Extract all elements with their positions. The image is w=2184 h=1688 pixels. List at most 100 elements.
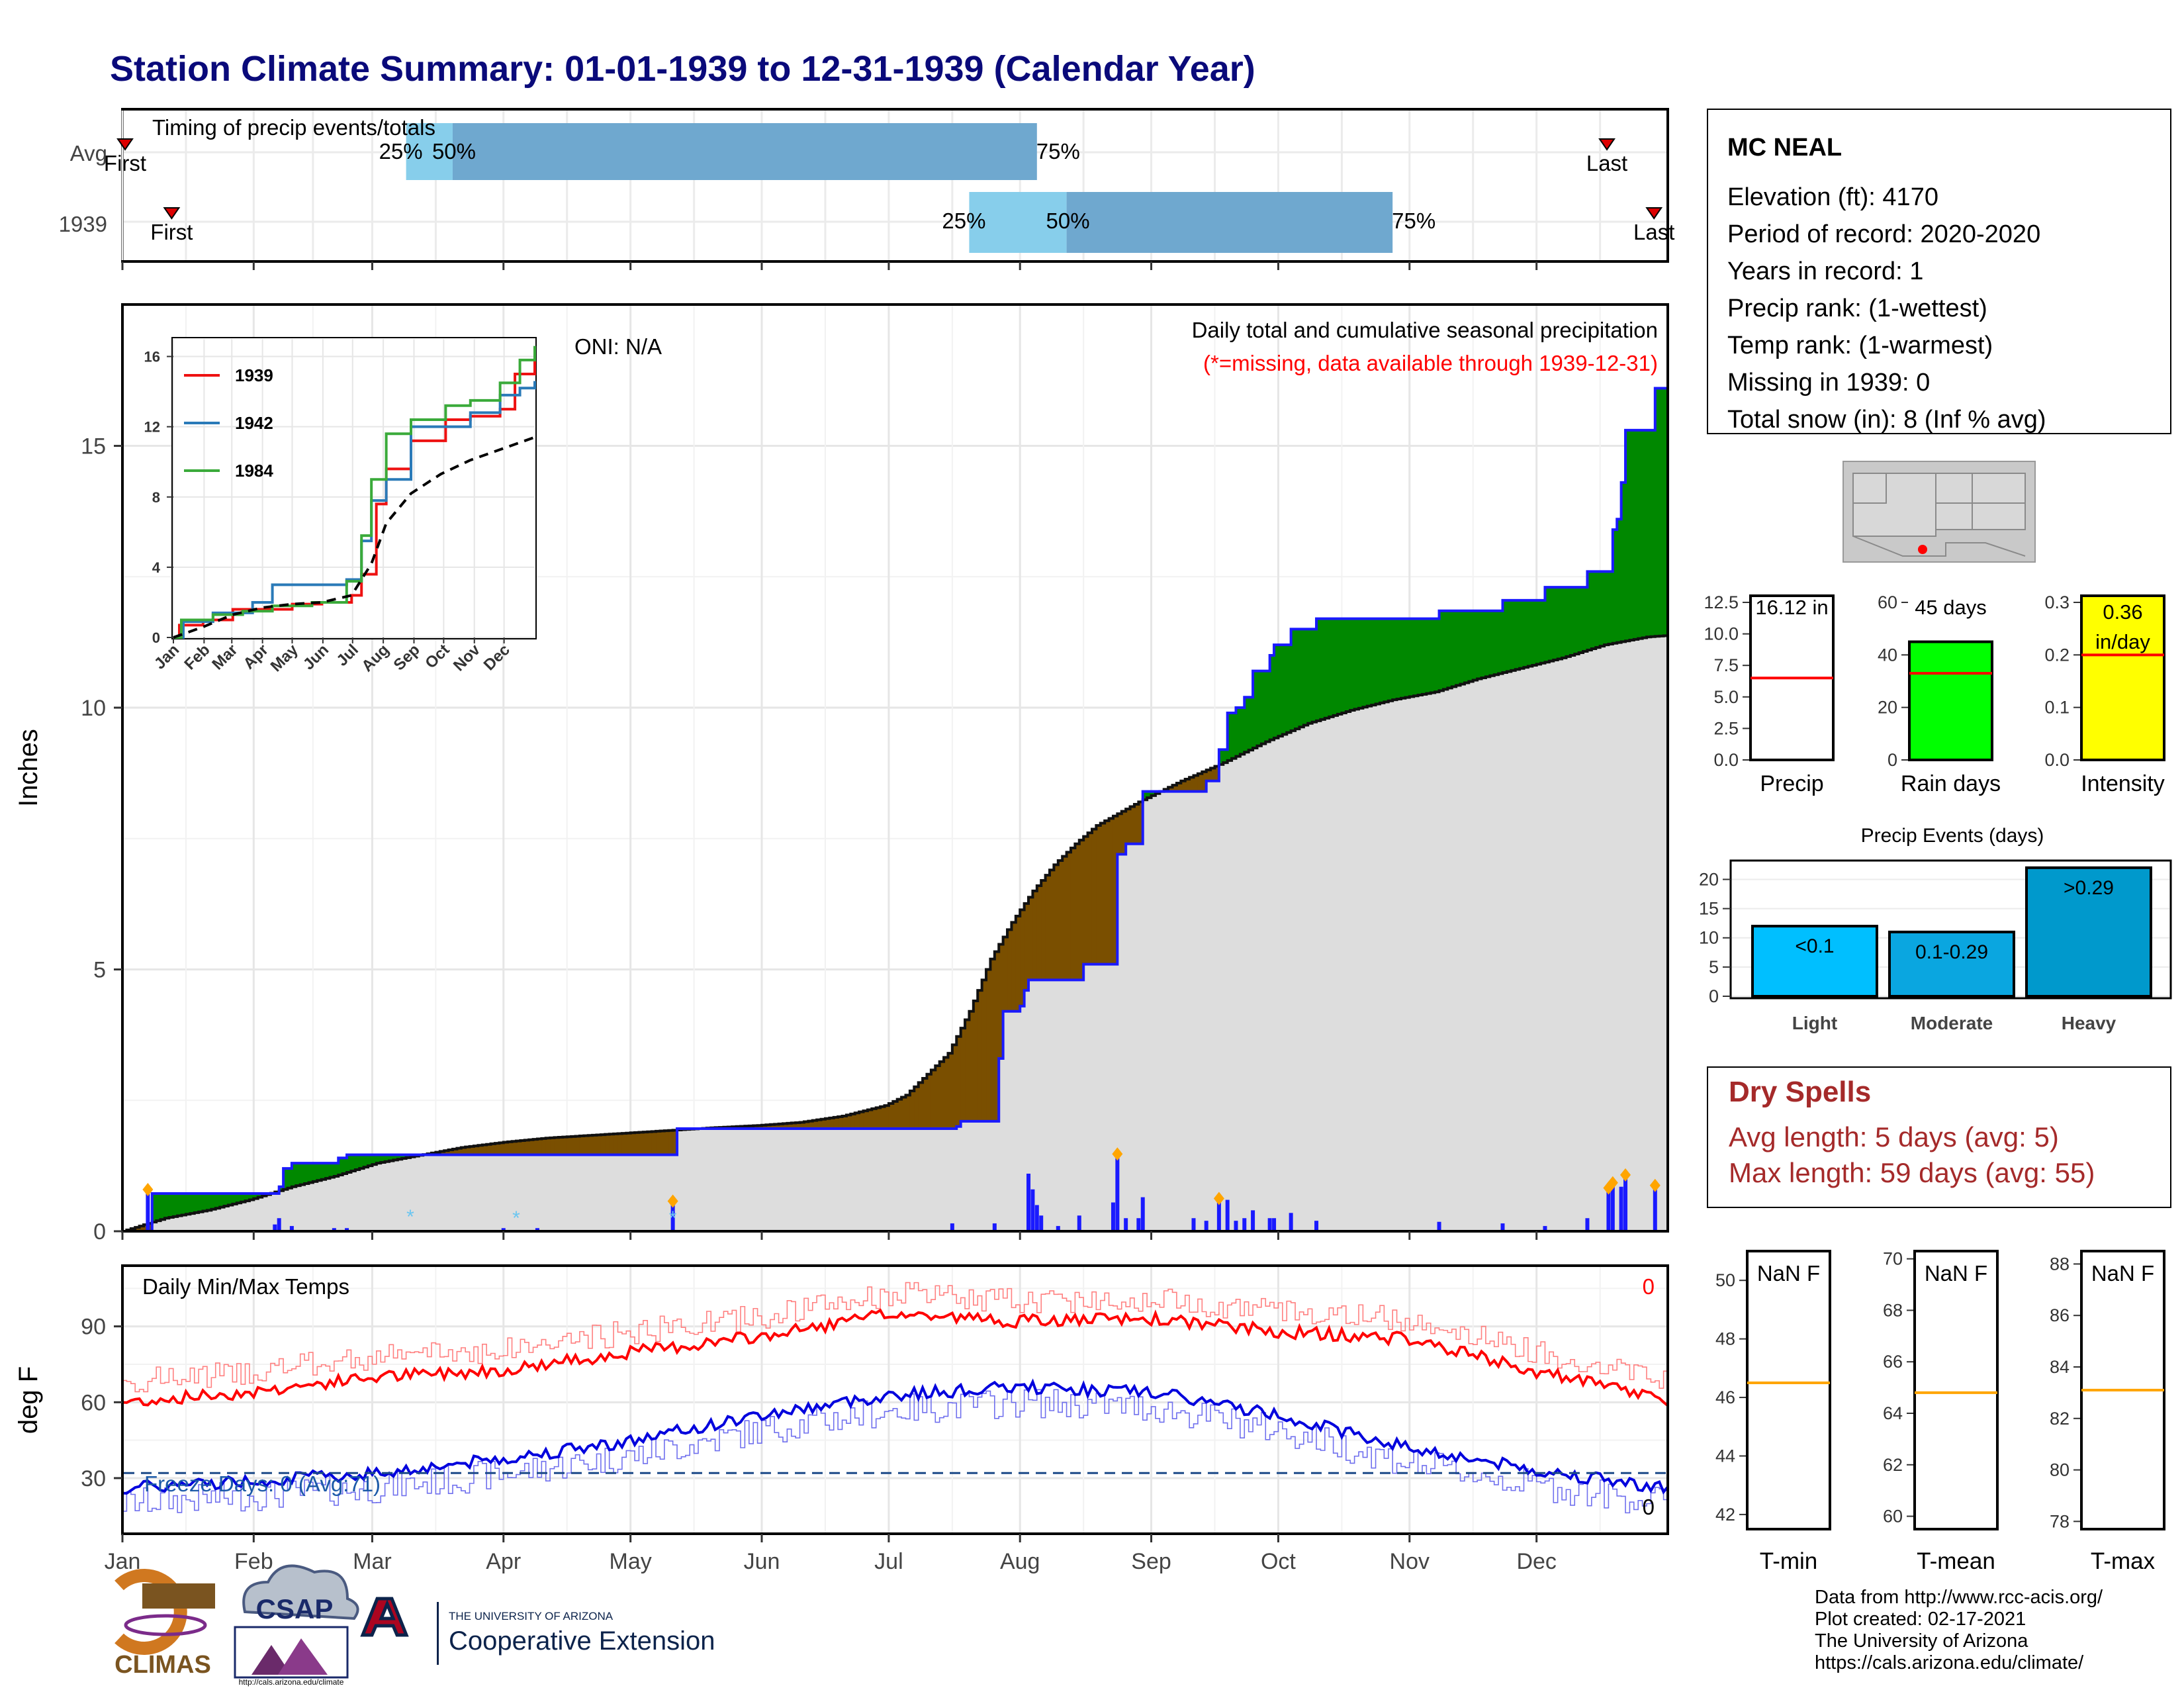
precip-below-average-segment [1202, 771, 1207, 792]
events-title: Precip Events (days) [1861, 825, 2044, 847]
main-y-axis-label: Inches [14, 729, 43, 807]
climas-logo: CLIMAS [114, 1569, 215, 1679]
precip-below-average-segment [448, 1150, 453, 1155]
month-label: Mar [353, 1549, 392, 1574]
precip-below-average-segment [796, 1122, 801, 1129]
precip-above-average-segment [381, 1154, 386, 1162]
temp-y-tick-label: 50 [1715, 1270, 1735, 1290]
precip-event-bar [1888, 930, 2015, 998]
quartile-50-label: 50% [1046, 209, 1090, 233]
precip-below-average-segment [821, 1119, 826, 1129]
precip-below-average-segment [651, 1131, 657, 1155]
csap-url: http://cals.arizona.edu/climate [239, 1677, 344, 1687]
temp-box-title: T-mean [1917, 1548, 1995, 1574]
precip-above-average-segment [1600, 571, 1605, 647]
precip-above-average-segment [1265, 671, 1271, 742]
inset-y-tick-label: 12 [144, 419, 160, 436]
daily-precip-bar [1606, 1192, 1611, 1231]
precip-above-average-segment [228, 1194, 233, 1205]
precip-below-average-segment [956, 1036, 962, 1127]
month-label: Oct [1261, 1549, 1296, 1574]
quartile-75-label: 75% [1392, 209, 1435, 233]
precip-above-average-segment [1359, 618, 1363, 708]
precip-below-average-segment [842, 1115, 847, 1129]
precip-above-average-segment [1570, 587, 1575, 655]
precip-above-average-segment [1371, 618, 1377, 706]
month-label: Apr [486, 1549, 521, 1574]
precip-below-average-segment [1007, 929, 1013, 1011]
first-event-marker [116, 138, 134, 151]
precip-below-average-segment [575, 1136, 580, 1155]
precip-below-average-segment [761, 1125, 766, 1129]
precip-below-average-segment [973, 1000, 978, 1121]
precip-below-average-segment [1041, 880, 1046, 980]
precip-below-average-segment [558, 1137, 563, 1155]
precip-below-average-segment [770, 1124, 775, 1129]
precip-below-average-segment [499, 1143, 504, 1155]
climatology-cumulative-line [122, 634, 1669, 1233]
precip-below-average-segment [791, 1123, 796, 1129]
precip-above-average-segment [1426, 618, 1432, 694]
precip-below-average-segment [1185, 779, 1190, 792]
precip-above-average-segment [160, 1194, 165, 1220]
temp-box-frame [1913, 1250, 1999, 1530]
precip-below-average-segment [579, 1136, 584, 1155]
daily-precip-bar [1585, 1218, 1590, 1231]
temp-box-t-mean: 60 62 64 66 68 70 NaN F T-mean [1883, 1249, 1999, 1574]
precip-above-average-segment [330, 1163, 335, 1178]
precip-above-average-segment [1338, 618, 1343, 714]
y-tick-label: 0.0 [1713, 750, 1739, 770]
precip-above-average-segment [372, 1154, 377, 1165]
temp-y-tick-label: 80 [2050, 1460, 2070, 1480]
precip-above-average-segment [1541, 600, 1546, 663]
timing-title: Timing of precip events/totals [152, 115, 435, 140]
daily-precip-bar [1191, 1218, 1196, 1231]
precip-below-average-segment [139, 1226, 144, 1231]
daily-precip-bar [1115, 1158, 1120, 1231]
precip-below-average-segment [978, 990, 983, 1121]
month-label: Dec [1516, 1549, 1556, 1574]
precip-above-average-segment [1333, 618, 1338, 716]
precip-below-average-segment [524, 1140, 529, 1155]
heavy-event-marker [1213, 1192, 1224, 1205]
temp-value-label: NaN F [1925, 1261, 1987, 1286]
heavy-event-marker [1607, 1176, 1618, 1190]
precip-above-average-segment [1469, 610, 1474, 682]
precip-below-average-segment [1138, 802, 1144, 844]
precip-below-average-segment [1206, 770, 1211, 781]
precip-above-average-segment [1308, 629, 1313, 724]
csap-wordmark: CSAP [256, 1593, 334, 1624]
tmin-daily-line [122, 1389, 1668, 1517]
daily-precip-bar [535, 1228, 539, 1231]
precip-below-average-segment [803, 1121, 809, 1129]
precip-below-average-segment [854, 1113, 860, 1129]
precip-above-average-segment [1527, 600, 1533, 667]
precip-above-average-segment [1396, 618, 1402, 699]
precip-below-average-segment [753, 1125, 758, 1129]
main-chart-subtitle: Daily total and cumulative seasonal prec… [1192, 318, 1658, 342]
precip-below-average-segment [969, 1011, 974, 1121]
precip-event-category: Light [1792, 1013, 1837, 1033]
month-label: May [610, 1549, 652, 1574]
university-of-arizona-logo: THE UNIVERSITY OF ARIZONA Cooperative Ex… [360, 1597, 715, 1665]
precip-above-average-segment [1587, 571, 1592, 651]
precip-below-average-segment [1087, 833, 1093, 964]
y-tick-label: 12.5 [1704, 592, 1739, 612]
panel-title: Intensity [2081, 771, 2165, 796]
precip-below-average-segment [643, 1132, 648, 1155]
precip-below-average-segment [1172, 785, 1177, 792]
temp-box-title: T-max [2091, 1548, 2156, 1574]
precip-below-average-segment [537, 1139, 542, 1155]
precip-above-average-segment [1418, 618, 1423, 696]
precip-above-average-segment [363, 1154, 369, 1168]
precip-below-average-segment [520, 1141, 525, 1155]
inset-y-tick-label: 4 [152, 559, 161, 576]
precip-above-average-segment [1562, 587, 1567, 658]
precip-below-average-segment [1105, 820, 1110, 964]
precip-below-average-segment [148, 1223, 153, 1231]
precip-above-average-segment [169, 1194, 174, 1218]
precip-below-average-segment [1214, 766, 1220, 781]
precip-below-average-segment [135, 1227, 140, 1231]
y-tick-label: 0.1 [2044, 698, 2070, 718]
inset-legend-label: 1939 [235, 365, 273, 385]
